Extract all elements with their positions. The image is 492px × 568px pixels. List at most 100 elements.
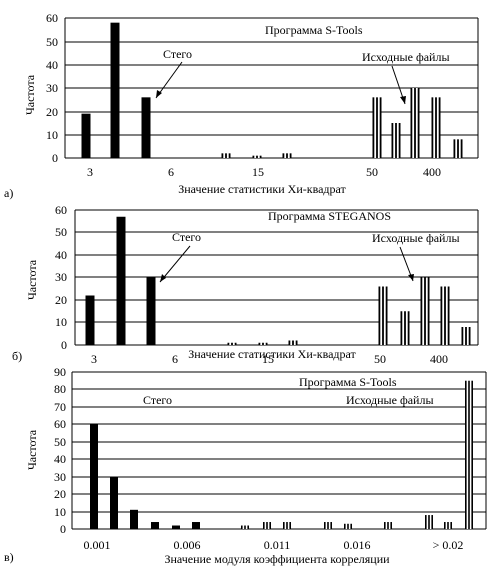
x-tick-label: 15 (262, 352, 274, 366)
y-tick-label: 60 (55, 203, 67, 217)
y-tick-label: 10 (54, 505, 66, 519)
x-axis-label: Значение статистики Хи-квадрат (188, 347, 356, 361)
x-tick-label: 15 (252, 165, 264, 179)
annotation-original: Исходные файлы (372, 231, 460, 245)
y-tick-label: 20 (55, 293, 67, 307)
bar-original (378, 286, 388, 345)
panel-label: б) (12, 349, 22, 363)
x-tick-label: 400 (423, 165, 441, 179)
y-tick-label: 0 (52, 151, 58, 165)
bar-original (425, 515, 433, 529)
bar-stego (116, 216, 126, 345)
annotation-arrow-original (391, 65, 406, 105)
bar-stego (151, 522, 159, 529)
y-tick-label: 30 (54, 470, 66, 484)
bar-stego (90, 424, 98, 529)
bar-original (227, 342, 237, 345)
y-axis-label: Частота (25, 429, 39, 470)
bar-original (391, 123, 401, 158)
y-tick-label: 60 (46, 11, 58, 25)
bar-original (263, 522, 271, 529)
bar-original (241, 525, 249, 529)
bar-original (461, 327, 471, 345)
bar-stego (192, 522, 200, 529)
y-tick-label: 50 (46, 35, 58, 49)
x-tick-label: 50 (374, 352, 386, 366)
y-tick-label: 80 (54, 382, 66, 396)
bar-series (85, 216, 471, 345)
bar-original (410, 88, 420, 158)
annotation-original: Исходные файлы (346, 393, 434, 407)
bar-stego (146, 277, 156, 345)
y-tick-label: 70 (54, 400, 66, 414)
bar-stego (110, 22, 120, 158)
y-tick-label: 60 (54, 417, 66, 431)
x-tick-label: 3 (87, 165, 93, 179)
bar-original (465, 380, 473, 529)
y-tick-label: 50 (55, 225, 67, 239)
chart-panel-c: 0 10 20 30 40 50 60 70 80 90 Частота 0.0… (4, 365, 487, 566)
bar-original (400, 311, 410, 345)
x-tick-label: 0.006 (174, 538, 201, 552)
annotation-stego: Стего (163, 47, 192, 61)
annotation-arrow-stego (155, 61, 183, 99)
bar-original (431, 97, 441, 158)
bar-original (324, 522, 332, 529)
y-tick-label: 50 (54, 435, 66, 449)
bar-original (440, 286, 450, 345)
y-tick-label: 40 (46, 58, 58, 72)
bar-stego (110, 476, 118, 529)
y-tick-label: 40 (55, 248, 67, 262)
y-tick-label: 20 (46, 105, 58, 119)
y-tick-label: 0 (61, 338, 67, 352)
panel-label: в) (4, 550, 14, 564)
bar-original (444, 522, 452, 529)
chart-title: Программа S-Tools (265, 23, 363, 37)
annotation-stego: Стего (172, 230, 201, 244)
x-axis-label: Значение статистики Хи-квадрат (178, 182, 346, 196)
y-tick-label: 20 (54, 487, 66, 501)
chart-title: Программа STEGANOS (268, 209, 391, 223)
annotation-arrow-stego (159, 245, 191, 283)
bar-stego (141, 97, 151, 158)
x-tick-label: 6 (168, 165, 174, 179)
x-tick-label: 50 (366, 165, 378, 179)
y-tick-label: 10 (46, 128, 58, 142)
bar-original (258, 342, 268, 345)
annotation-stego: Стего (143, 393, 172, 407)
bar-original (344, 523, 352, 529)
bar-original (282, 153, 292, 158)
chart-panel-a: 0 10 20 30 40 50 60 Частота 3 6 15 50 40… (4, 11, 479, 200)
x-tick-label: 0.016 (344, 538, 371, 552)
bar-original (221, 153, 231, 158)
bar-stego (172, 525, 180, 529)
y-tick-label: 30 (46, 81, 58, 95)
annotation-arrow-original (399, 246, 414, 282)
y-tick-label: 40 (54, 452, 66, 466)
x-tick-label: > 0.02 (433, 538, 464, 552)
bar-original (420, 277, 430, 345)
y-axis-label: Частота (25, 259, 39, 300)
x-tick-label: 0.011 (264, 538, 291, 552)
bar-original (288, 340, 298, 345)
bar-original (384, 522, 392, 529)
x-tick-label: 6 (172, 352, 178, 366)
y-tick-label: 30 (55, 270, 67, 284)
x-tick-label: 400 (430, 352, 448, 366)
y-tick-label: 90 (54, 365, 66, 379)
y-tick-label: 0 (60, 522, 66, 536)
y-tick-label: 10 (55, 315, 67, 329)
bar-series (81, 22, 463, 158)
x-tick-label: 3 (91, 352, 97, 366)
bar-original (453, 139, 463, 158)
y-axis-label: Частота (23, 74, 37, 115)
bar-original (252, 155, 262, 158)
bar-original (372, 97, 382, 158)
annotation-original: Исходные файлы (362, 50, 450, 64)
panel-label: а) (4, 186, 13, 200)
bar-original (283, 522, 291, 529)
x-axis-label: Значение модуля коэффициента корреляции (164, 552, 390, 566)
chart-panel-b: 0 10 20 30 40 50 60 Частота 3 6 15 50 40… (12, 203, 479, 366)
bar-stego (130, 509, 138, 529)
